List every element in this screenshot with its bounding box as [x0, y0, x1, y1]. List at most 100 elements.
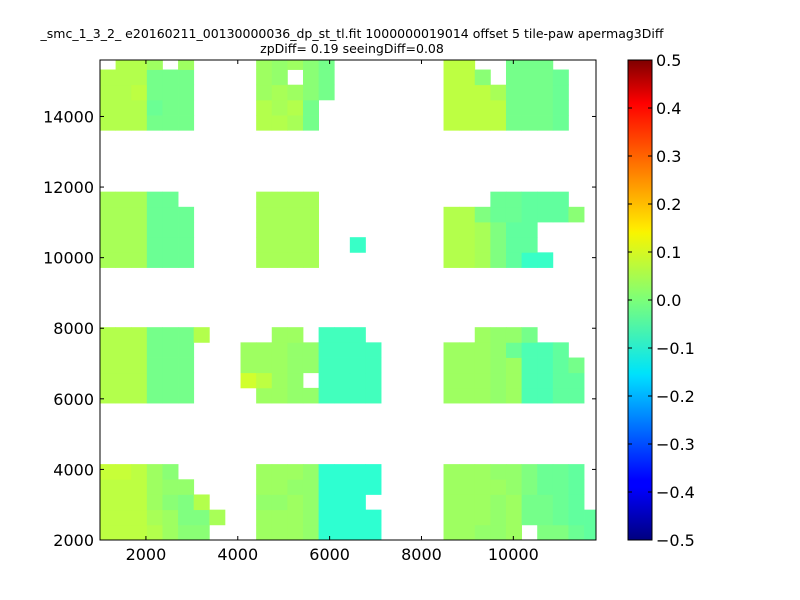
heatmap-cell [459, 464, 476, 480]
heatmap-cell [459, 60, 476, 70]
heatmap-cell [115, 206, 132, 223]
heatmap-cell [287, 191, 304, 208]
heatmap-cell [302, 342, 319, 358]
heatmap-cell [521, 84, 538, 101]
x-tick-label: 8000 [401, 545, 442, 564]
colorbar-tick-label: −0.3 [656, 435, 695, 454]
heatmap-cell [178, 237, 195, 253]
heatmap-cell [505, 222, 522, 238]
chart-subtitle: zpDiff= 0.19 seeingDiff=0.08 [260, 41, 444, 56]
heatmap-cell [115, 84, 132, 101]
heatmap-cell [443, 357, 460, 374]
heatmap-cell [474, 115, 491, 131]
heatmap-cell [256, 99, 273, 116]
heatmap-cell [662, 358, 678, 374]
heatmap-cell [302, 237, 319, 253]
heatmap-cell [100, 494, 117, 511]
heatmap-cell [349, 342, 366, 358]
heatmap-cell [474, 206, 491, 223]
heatmap-cell [474, 387, 491, 404]
heatmap-cell [568, 464, 585, 480]
heatmap-cell [537, 479, 554, 495]
heatmap-cell [256, 222, 273, 238]
heatmap-cell [521, 69, 538, 86]
heatmap-cell [318, 387, 335, 404]
heatmap-cell [256, 494, 273, 511]
heatmap-cell [146, 60, 163, 70]
heatmap-cell [537, 372, 554, 389]
heatmap-cell [552, 84, 569, 101]
x-tick-label: 4000 [217, 545, 258, 564]
heatmap-cell [100, 191, 117, 208]
heatmap-cell [318, 342, 335, 358]
heatmap-cell [584, 509, 596, 526]
heatmap-cell [131, 115, 148, 131]
x-tick-label: 10000 [488, 545, 539, 564]
heatmap-cell [334, 464, 351, 480]
heatmap-cell [302, 60, 319, 70]
heatmap-cell [131, 191, 148, 208]
heatmap-cell [115, 222, 132, 238]
heatmap-cell [287, 464, 304, 480]
heatmap-cell [178, 524, 195, 540]
heatmap-cell [709, 54, 725, 70]
heatmap-cell [131, 479, 148, 495]
heatmap-cell [318, 327, 335, 343]
heatmap-cell [100, 464, 117, 480]
heatmap-cell [146, 372, 163, 389]
heatmap-cell [459, 84, 476, 101]
y-tick-label: 12000 [43, 178, 94, 197]
heatmap-cell [115, 464, 132, 480]
heatmap-cell [459, 99, 476, 116]
heatmap-cell [459, 357, 476, 374]
colorbar-tick-label: 0.5 [656, 51, 681, 70]
heatmap-cell [365, 509, 382, 526]
heatmap-cell [162, 84, 179, 101]
heatmap-cell [318, 464, 335, 480]
heatmap-cell [287, 222, 304, 238]
heatmap-cell [568, 509, 585, 526]
heatmap-cell [131, 509, 148, 526]
heatmap-cell [505, 252, 522, 268]
heatmap-cell [552, 387, 569, 404]
heatmap-cell [521, 99, 538, 116]
heatmap-cell [349, 524, 366, 540]
heatmap-cell [271, 99, 288, 116]
heatmap-cell [693, 192, 709, 208]
heatmap-cell [302, 115, 319, 131]
heatmap-cell [162, 69, 179, 86]
heatmap-cell [521, 387, 538, 404]
heatmap-cell [474, 464, 491, 480]
heatmap-cell [709, 207, 725, 223]
heatmap-cell [459, 509, 476, 526]
heatmap-cell [256, 237, 273, 253]
heatmap-cell [709, 222, 725, 238]
heatmap-cell [162, 115, 179, 131]
heatmap-cell [521, 479, 538, 495]
heatmap-cell [178, 479, 195, 495]
heatmap-cell [474, 509, 491, 526]
heatmap-cell [365, 524, 382, 540]
heatmap-cell [505, 372, 522, 389]
heatmap-cell [131, 464, 148, 480]
heatmap-cell [693, 510, 709, 526]
heatmap-cell [459, 479, 476, 495]
heatmap-cell [178, 60, 195, 70]
heatmap-cell [505, 237, 522, 253]
heatmap-cell [490, 206, 507, 223]
x-tick-label: 6000 [309, 545, 350, 564]
heatmap-cell [678, 464, 694, 480]
heatmap-cell [271, 509, 288, 526]
heatmap-cell [100, 342, 117, 358]
heatmap-cell [443, 99, 460, 116]
heatmap-cell [459, 494, 476, 511]
heatmap-cell [287, 387, 304, 404]
heatmap-cell [709, 115, 725, 131]
heatmap-cell [146, 479, 163, 495]
heatmap-cell [146, 252, 163, 268]
heatmap-cell [100, 479, 117, 495]
heatmap-cell [162, 387, 179, 404]
y-tick-label: 8000 [53, 319, 94, 338]
heatmap-cell [100, 357, 117, 374]
